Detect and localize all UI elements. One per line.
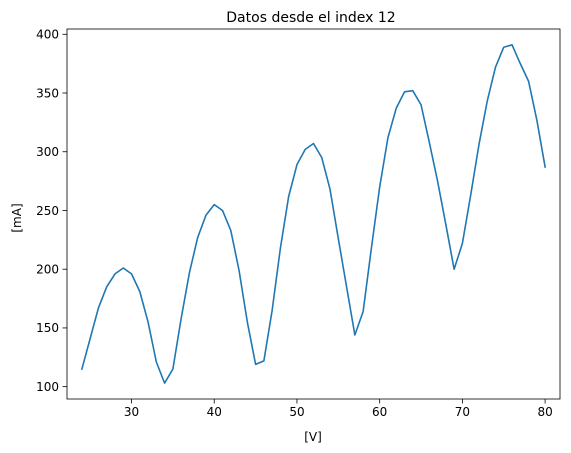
plot-area: 30 40 50 60 70 80 100 150 200 250 300 350 400: [36, 28, 561, 419]
x-tick-label: 30: [124, 405, 139, 419]
x-tick-label: 60: [372, 405, 387, 419]
y-tick-label: 300: [36, 145, 59, 159]
x-tick-label: 50: [289, 405, 304, 419]
chart-title: Datos desde el index 12: [226, 10, 395, 26]
x-tick-label: 80: [537, 405, 552, 419]
series-line: [80, 44, 547, 384]
y-tick-label: 400: [36, 28, 59, 42]
y-tick-label: 100: [36, 380, 59, 394]
y-tick-label: 150: [36, 321, 59, 335]
plot-frame: [66, 28, 561, 400]
x-tick-label: 40: [207, 405, 222, 419]
x-tick-label: 70: [455, 405, 470, 419]
y-tick-label: 250: [36, 204, 59, 218]
y-axis-label: [mA]: [10, 203, 24, 232]
y-tick-label: 200: [36, 263, 59, 277]
x-axis-label: [V]: [304, 430, 322, 444]
y-tick-label: 350: [36, 86, 59, 100]
